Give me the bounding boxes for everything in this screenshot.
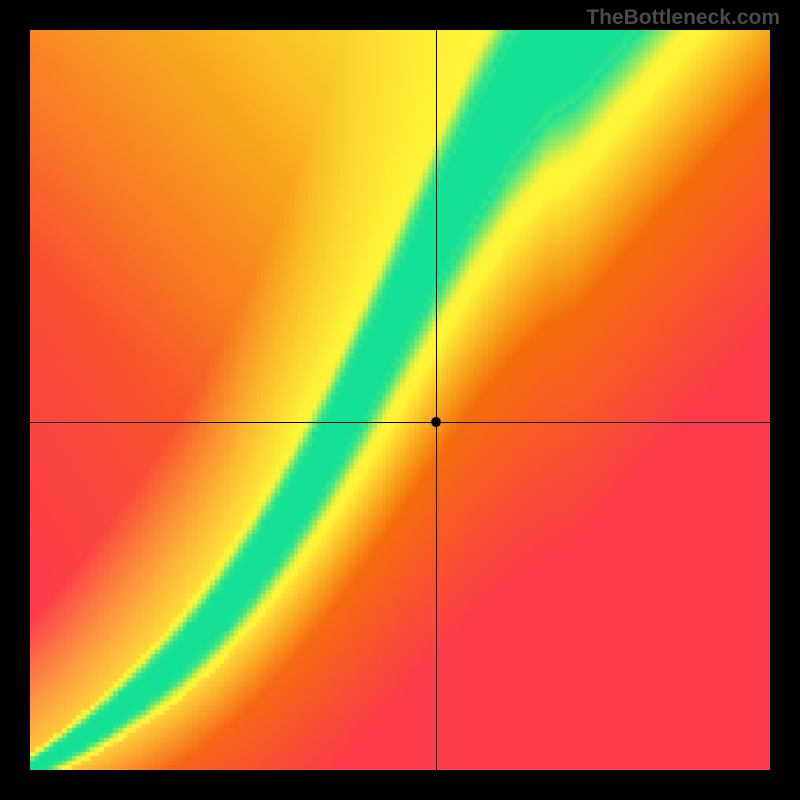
- crosshair-horizontal: [30, 422, 770, 423]
- intersection-marker: [431, 417, 441, 427]
- crosshair-vertical: [436, 30, 437, 770]
- watermark-text: TheBottleneck.com: [586, 6, 780, 30]
- plot-area: [30, 30, 770, 770]
- heatmap-canvas: [30, 30, 770, 770]
